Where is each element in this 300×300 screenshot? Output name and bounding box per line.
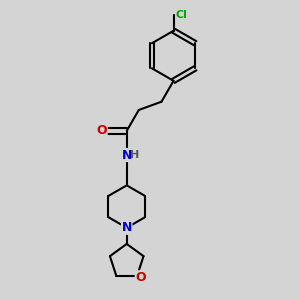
Text: H: H <box>130 150 140 160</box>
Text: Cl: Cl <box>176 10 188 20</box>
Text: N: N <box>122 148 132 161</box>
Text: O: O <box>96 124 107 137</box>
Text: O: O <box>135 271 146 284</box>
Text: N: N <box>122 221 132 234</box>
